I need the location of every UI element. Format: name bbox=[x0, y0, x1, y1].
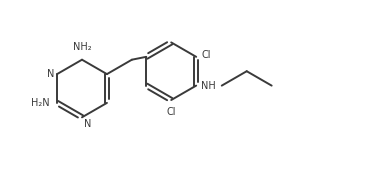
Text: H₂N: H₂N bbox=[31, 98, 50, 108]
Text: Cl: Cl bbox=[201, 50, 211, 60]
Text: N: N bbox=[47, 69, 55, 79]
Text: N: N bbox=[84, 119, 92, 129]
Text: NH: NH bbox=[201, 81, 216, 91]
Text: Cl: Cl bbox=[167, 107, 176, 117]
Text: NH₂: NH₂ bbox=[74, 42, 92, 53]
